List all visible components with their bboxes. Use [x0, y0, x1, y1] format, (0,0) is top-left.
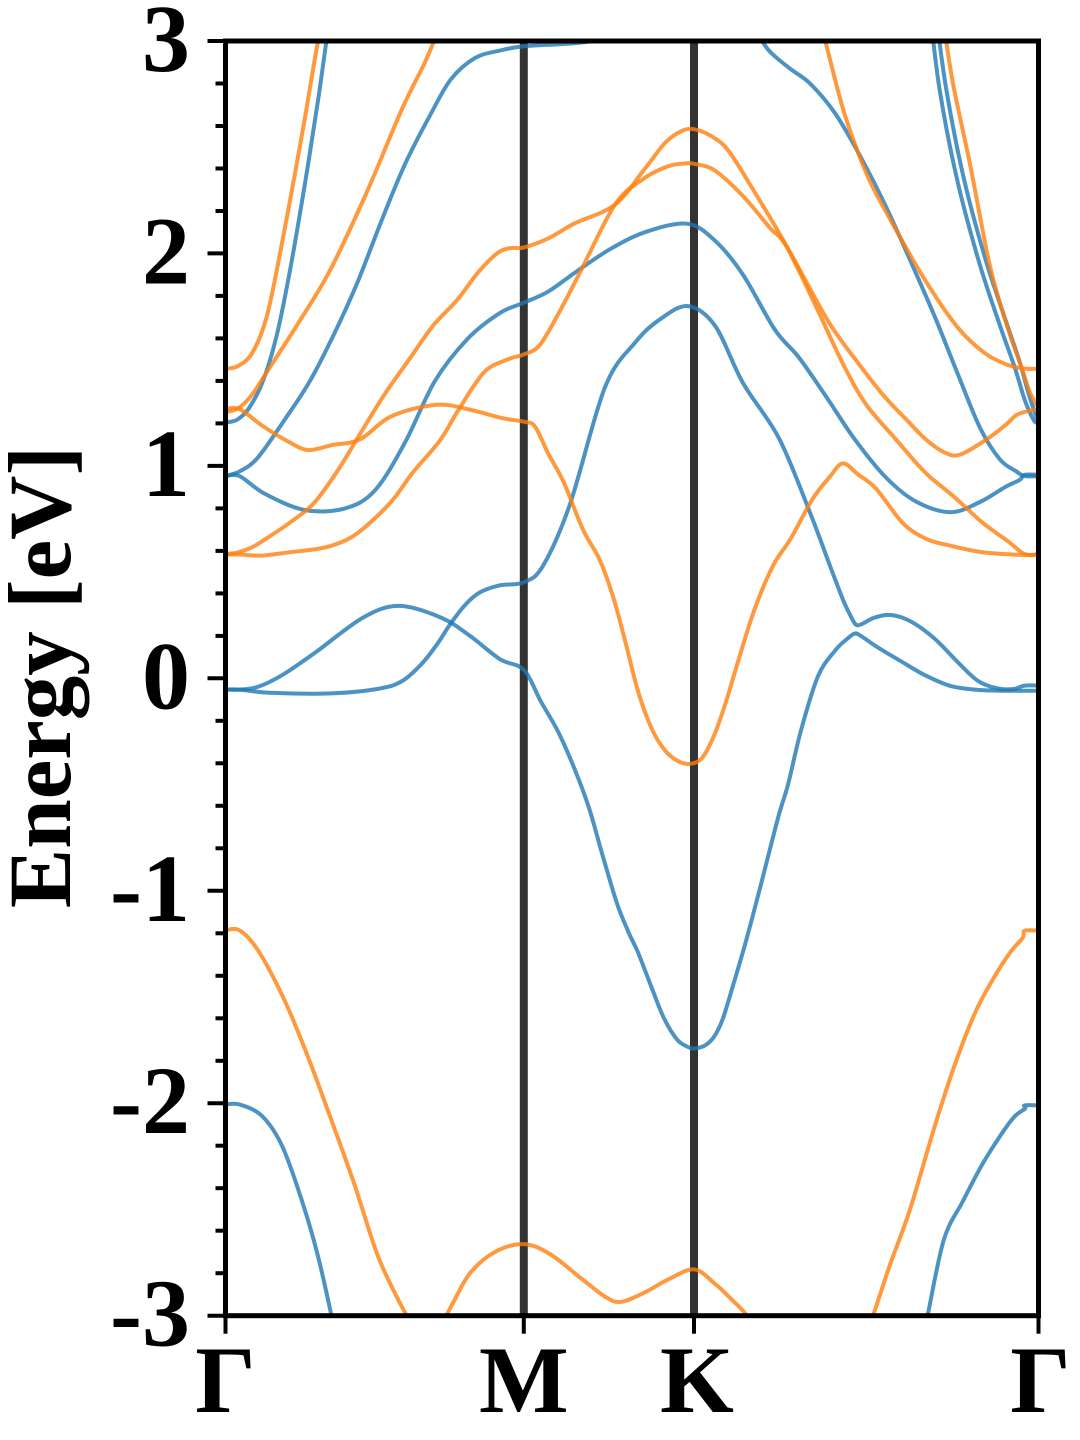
svg-text:Γ: Γ [1010, 1327, 1070, 1433]
svg-text:0: 0 [142, 622, 190, 729]
svg-text:Γ: Γ [195, 1327, 255, 1433]
svg-text:-3: -3 [110, 1260, 190, 1367]
svg-text:-2: -2 [110, 1047, 190, 1154]
svg-text:1: 1 [142, 410, 190, 517]
svg-text:3: 3 [142, 0, 190, 92]
svg-text:M: M [479, 1327, 569, 1433]
svg-text:Energy [eV]: Energy [eV] [0, 446, 90, 908]
svg-text:-1: -1 [110, 835, 190, 942]
svg-text:K: K [660, 1327, 734, 1433]
svg-text:2: 2 [142, 197, 190, 304]
